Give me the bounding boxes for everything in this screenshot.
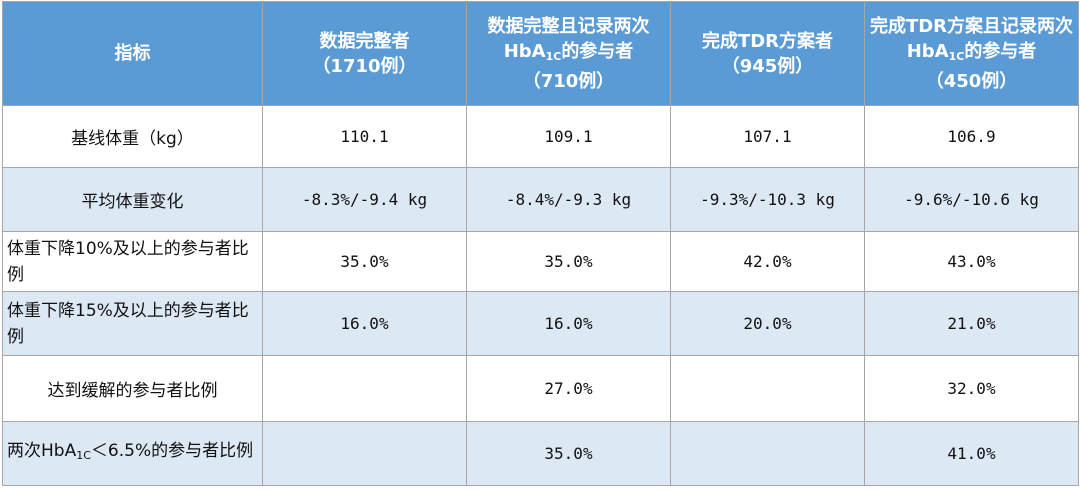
- cell-value: 43.0%: [947, 252, 996, 271]
- value-cell: -9.6%/-10.6 kg: [864, 167, 1079, 232]
- value-cell: [670, 355, 865, 422]
- text: 的参与者: [964, 40, 1037, 62]
- value-cell: 32.0%: [864, 355, 1079, 422]
- row-label: 两次HbA1C＜6.5%的参与者比例: [2, 421, 263, 486]
- table-row: 两次HbA1C＜6.5%的参与者比例 35.0% 41.0%: [2, 421, 1079, 486]
- text: ＜6.5%的参与者比例: [90, 441, 254, 461]
- value-cell: 41.0%: [864, 421, 1079, 486]
- header-cell: 数据完整且记录两次HbA1C的参与者 （710例）: [466, 1, 671, 106]
- cell-value: 41.0%: [947, 444, 996, 463]
- cell-value: 16.0%: [340, 314, 389, 333]
- header-count: （1710例）: [312, 55, 417, 77]
- cell-value: 32.0%: [947, 379, 996, 398]
- row-label: 体重下降10%及以上的参与者比例: [2, 231, 263, 292]
- subscript: 1C: [76, 449, 91, 462]
- cell-value: -9.6%/-10.6 kg: [904, 190, 1039, 209]
- text: 数据完整者: [319, 30, 410, 52]
- cell-value: 42.0%: [743, 252, 792, 271]
- header-name: 完成TDR方案者: [675, 29, 860, 54]
- value-cell: -8.3%/-9.4 kg: [262, 167, 467, 232]
- value-cell: [262, 421, 467, 486]
- cell-value: -8.3%/-9.4 kg: [301, 190, 428, 209]
- header-cell: 数据完整者 （1710例）: [262, 1, 467, 106]
- text: 达到缓解的参与者比例: [47, 381, 218, 401]
- cell-value: 35.0%: [340, 252, 389, 271]
- cell-value: 27.0%: [544, 379, 593, 398]
- table-row: 达到缓解的参与者比例 27.0% 32.0%: [2, 355, 1079, 422]
- value-cell: 16.0%: [262, 291, 467, 356]
- value-cell: 35.0%: [466, 231, 671, 292]
- header-cell: 指标: [2, 1, 263, 106]
- cell-value: 110.1: [340, 127, 389, 146]
- value-cell: [262, 355, 467, 422]
- row-label: 达到缓解的参与者比例: [2, 355, 263, 422]
- value-cell: 107.1: [670, 105, 865, 168]
- cell-value: 35.0%: [544, 444, 593, 463]
- value-cell: 110.1: [262, 105, 467, 168]
- cell-value: 20.0%: [743, 314, 792, 333]
- header-name: 数据完整者: [267, 29, 462, 54]
- table-row: 体重下降15%及以上的参与者比例 16.0% 16.0% 20.0% 21.0%: [2, 291, 1079, 356]
- value-cell: -8.4%/-9.3 kg: [466, 167, 671, 232]
- cell-value: 16.0%: [544, 314, 593, 333]
- text: 的参与者: [561, 40, 634, 62]
- value-cell: 21.0%: [864, 291, 1079, 356]
- table-row: 平均体重变化 -8.3%/-9.4 kg -8.4%/-9.3 kg -9.3%/-1…: [2, 167, 1079, 232]
- text: 完成TDR方案且记录两次HbA: [869, 15, 1074, 62]
- value-cell: 20.0%: [670, 291, 865, 356]
- table-row: 基线体重（kg） 110.1 109.1 107.1 106.9: [2, 105, 1079, 168]
- row-label: 基线体重（kg）: [2, 105, 263, 168]
- cell-value: 109.1: [544, 127, 593, 146]
- cell-value: 106.9: [947, 127, 996, 146]
- header-count: （450例）: [925, 70, 1018, 92]
- cell-value: -9.3%/-10.3 kg: [700, 190, 835, 209]
- header-count: （710例）: [522, 70, 615, 92]
- header-name: 完成TDR方案且记录两次HbA1C的参与者: [869, 14, 1074, 69]
- value-cell: 35.0%: [262, 231, 467, 292]
- header-row: 指标 数据完整者 （1710例） 数据完整且记录两次HbA1C的参与者 （710例） 完成…: [2, 1, 1079, 106]
- text: 体重下降15%及以上的参与者比例: [7, 300, 249, 347]
- header-cell: 完成TDR方案且记录两次HbA1C的参与者 （450例）: [864, 1, 1079, 106]
- value-cell: 42.0%: [670, 231, 865, 292]
- subscript: 1C: [948, 49, 965, 63]
- text: 平均体重变化: [81, 192, 184, 212]
- value-cell: 106.9: [864, 105, 1079, 168]
- value-cell: -9.3%/-10.3 kg: [670, 167, 865, 232]
- row-label: 平均体重变化: [2, 167, 263, 232]
- value-cell: 43.0%: [864, 231, 1079, 292]
- cell-value: -8.4%/-9.3 kg: [505, 190, 632, 209]
- cell-value: 35.0%: [544, 252, 593, 271]
- cell-value: 21.0%: [947, 314, 996, 333]
- value-cell: 35.0%: [466, 421, 671, 486]
- row-label: 体重下降15%及以上的参与者比例: [2, 291, 263, 356]
- cell-value: 107.1: [743, 127, 792, 146]
- value-cell: 16.0%: [466, 291, 671, 356]
- text: 基线体重（kg）: [71, 129, 194, 149]
- table-row: 体重下降10%及以上的参与者比例 35.0% 35.0% 42.0% 43.0%: [2, 231, 1079, 292]
- header-count: （945例）: [721, 55, 814, 77]
- value-cell: 109.1: [466, 105, 671, 168]
- text: 体重下降10%及以上的参与者比例: [7, 238, 249, 285]
- value-cell: 27.0%: [466, 355, 671, 422]
- header-cell: 完成TDR方案者 （945例）: [670, 1, 865, 106]
- subscript: 1C: [545, 49, 562, 63]
- header-name: 数据完整且记录两次HbA1C的参与者: [471, 14, 666, 69]
- value-cell: [670, 421, 865, 486]
- text: 完成TDR方案者: [701, 30, 834, 52]
- text: 两次HbA: [7, 441, 77, 461]
- text: 数据完整且记录两次HbA: [487, 15, 650, 62]
